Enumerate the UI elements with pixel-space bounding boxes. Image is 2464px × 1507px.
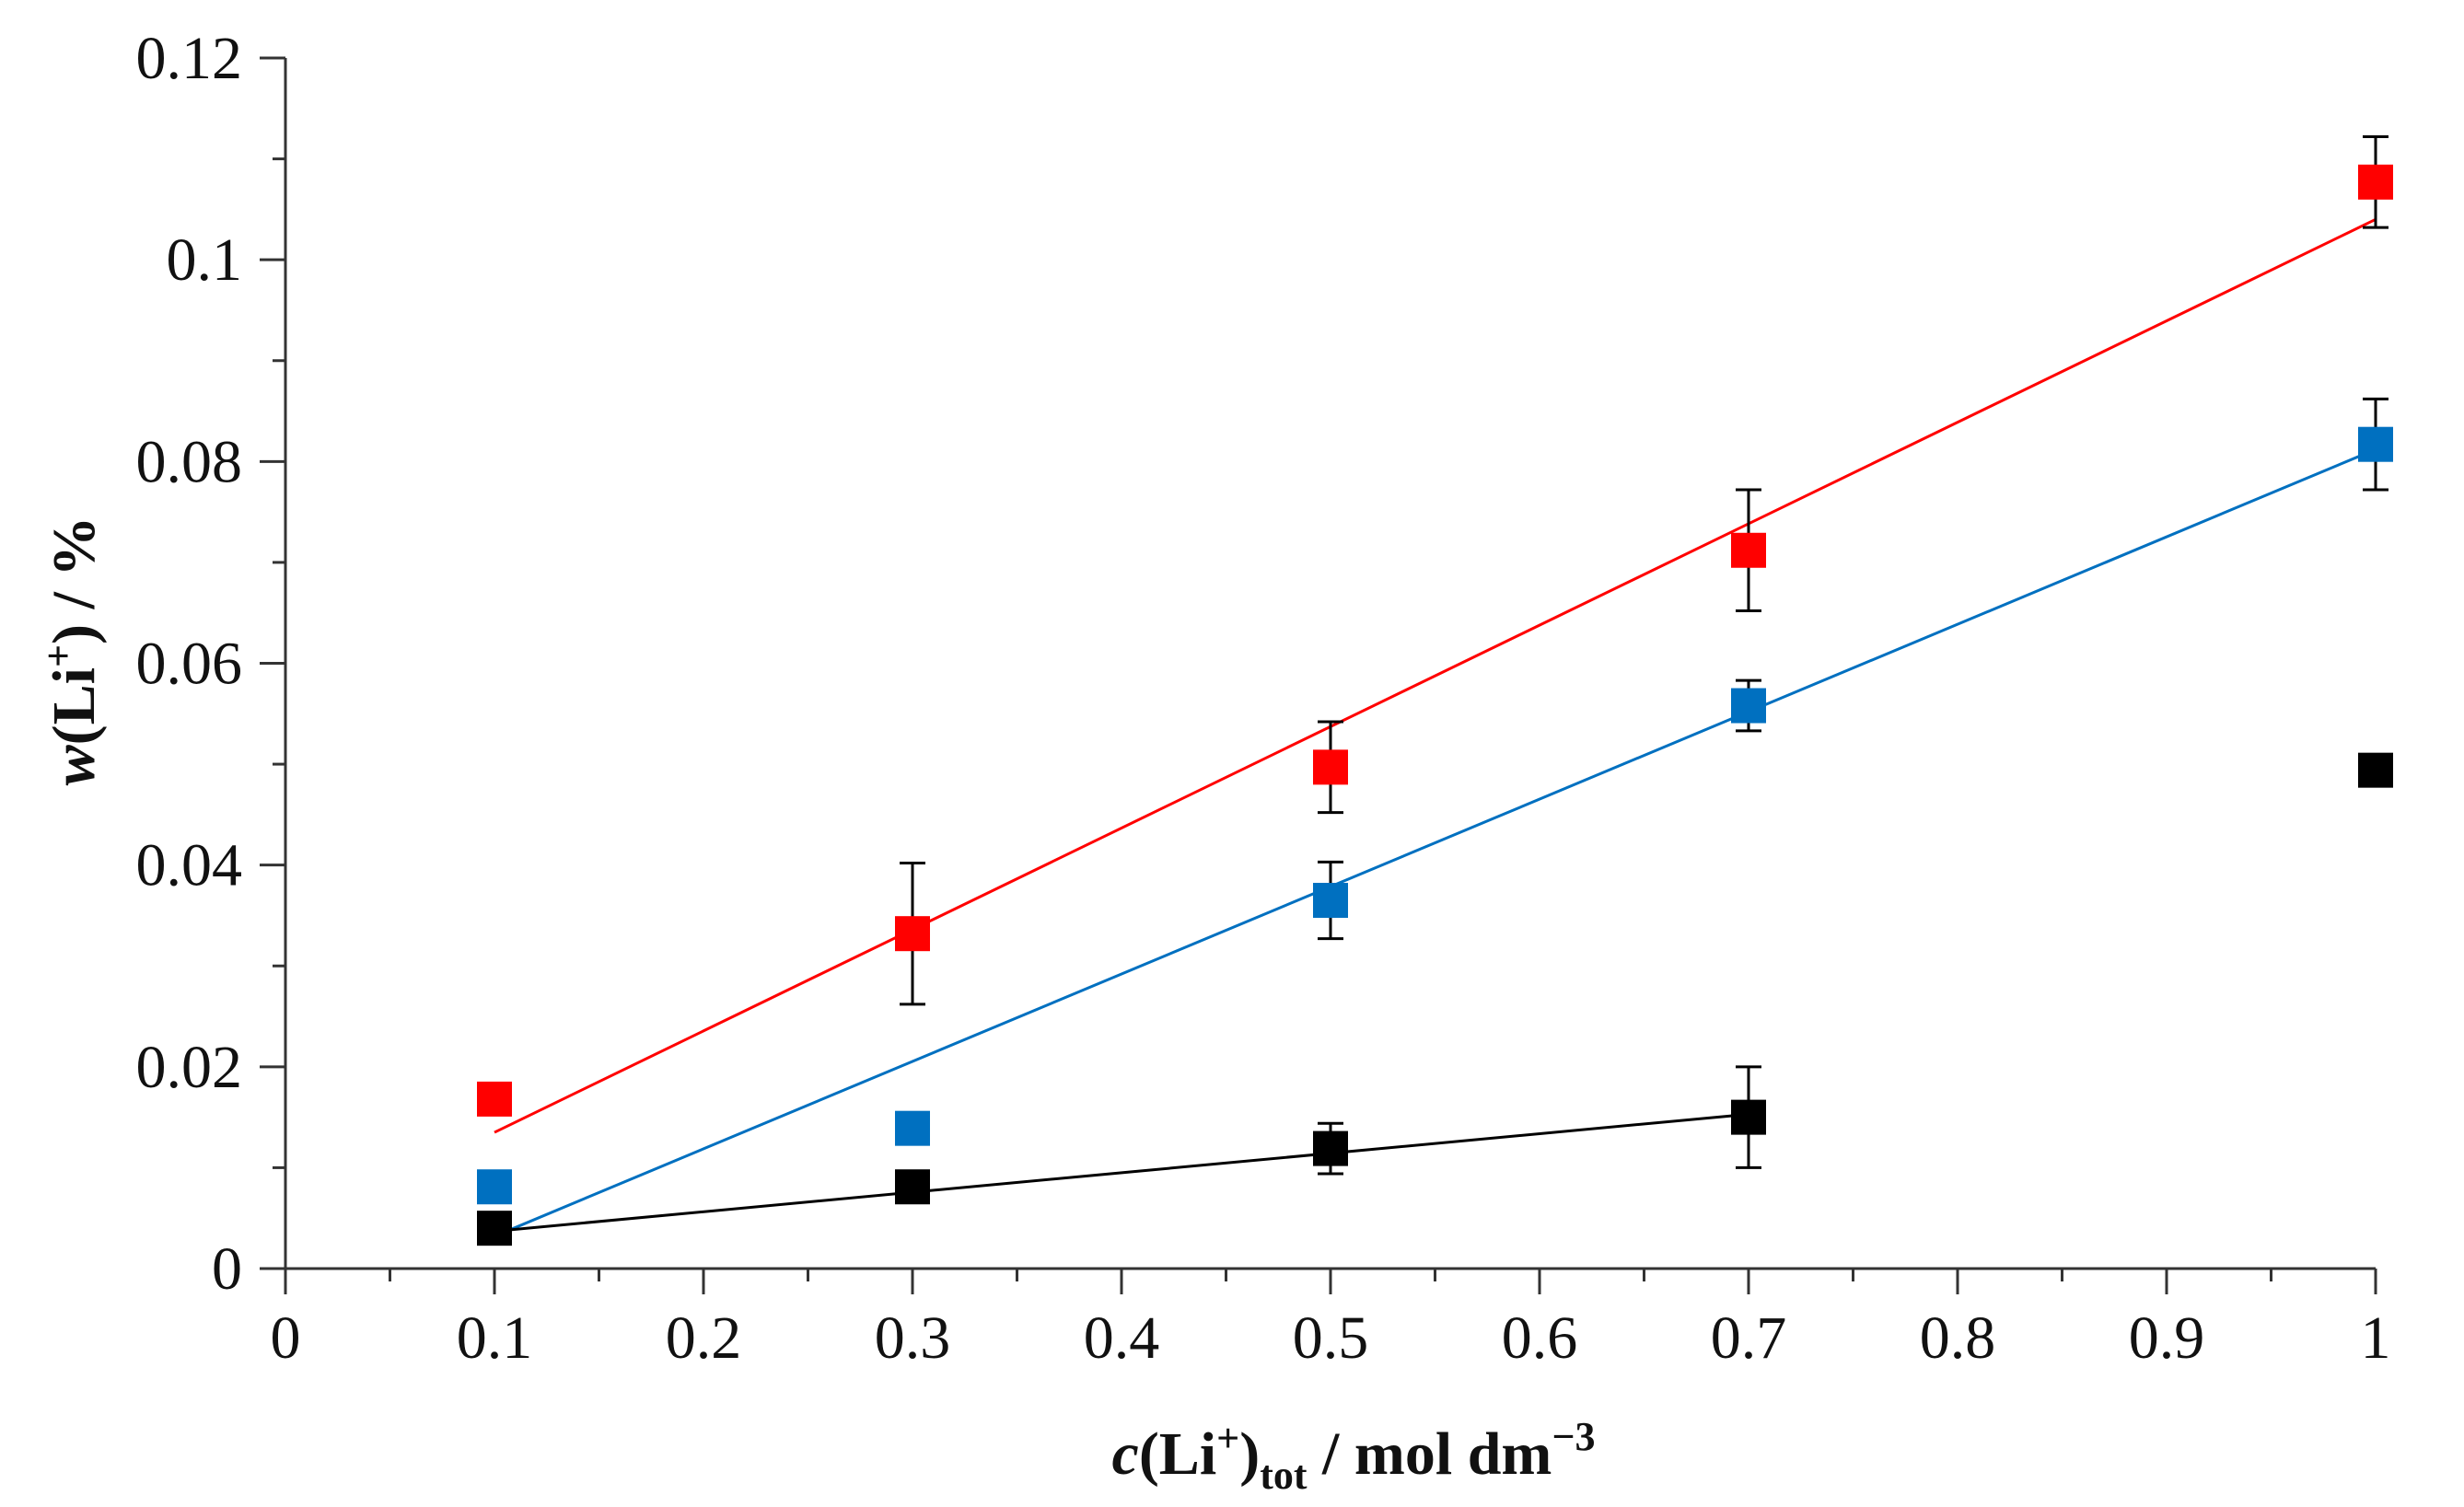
y-tick-label: 0.1 xyxy=(167,226,243,294)
data-point-black xyxy=(2358,752,2393,788)
x-tick-label: 0.2 xyxy=(666,1304,742,1372)
y-tick-label: 0.04 xyxy=(136,832,243,899)
y-tick-label: 0.02 xyxy=(136,1034,243,1101)
y-tick-label: 0.12 xyxy=(136,25,243,92)
data-point-blue xyxy=(477,1169,512,1205)
error-bars xyxy=(900,134,2388,1176)
x-tick-label: 0.7 xyxy=(1711,1304,1787,1372)
data-point-black xyxy=(477,1211,512,1246)
data-point-blue xyxy=(1731,688,1766,724)
x-tick-label: 0.1 xyxy=(457,1304,533,1372)
x-tick-label: 0 xyxy=(271,1304,301,1372)
axes xyxy=(260,56,2377,1294)
data-point-blue xyxy=(895,1110,930,1146)
y-axis-title: w(Li+) / % xyxy=(36,516,108,786)
data-point-red xyxy=(1731,532,1766,568)
x-tick-label: 0.9 xyxy=(2129,1304,2205,1372)
y-tick-label: 0.08 xyxy=(136,428,243,495)
fit-lines xyxy=(494,217,2377,1238)
x-tick-label: 0.8 xyxy=(1920,1304,1996,1372)
x-tick-label: 0.6 xyxy=(1502,1304,1578,1372)
data-point-black xyxy=(1313,1130,1348,1166)
tick-labels: 0 0.1 0.2 0.3 0.4 0.5 0.6 0.7 0.8 0.9 1 0 0.02 0.04 0.… xyxy=(136,25,2391,1372)
data-point-red xyxy=(2358,164,2393,200)
data-point-red xyxy=(895,916,930,952)
data-point-red xyxy=(1313,749,1348,785)
data-point-black xyxy=(1731,1099,1766,1135)
data-point-blue xyxy=(2358,426,2393,462)
data-point-red xyxy=(477,1081,512,1117)
data-points xyxy=(477,164,2393,1246)
fit-line-black xyxy=(494,1112,1749,1233)
x-axis-title: c(Li+)tot / mol dm−3 xyxy=(1112,1414,1596,1498)
y-tick-label: 0.06 xyxy=(136,631,243,698)
x-tick-label: 1 xyxy=(2361,1304,2391,1372)
data-point-blue xyxy=(1313,883,1348,919)
x-tick-label: 0.5 xyxy=(1293,1304,1369,1372)
data-point-black xyxy=(895,1169,930,1205)
fit-line-red xyxy=(494,217,2377,1134)
x-tick-label: 0.4 xyxy=(1084,1304,1160,1372)
x-tick-label: 0.3 xyxy=(875,1304,951,1372)
fit-line-blue xyxy=(494,447,2377,1238)
y-tick-label: 0 xyxy=(212,1235,242,1303)
